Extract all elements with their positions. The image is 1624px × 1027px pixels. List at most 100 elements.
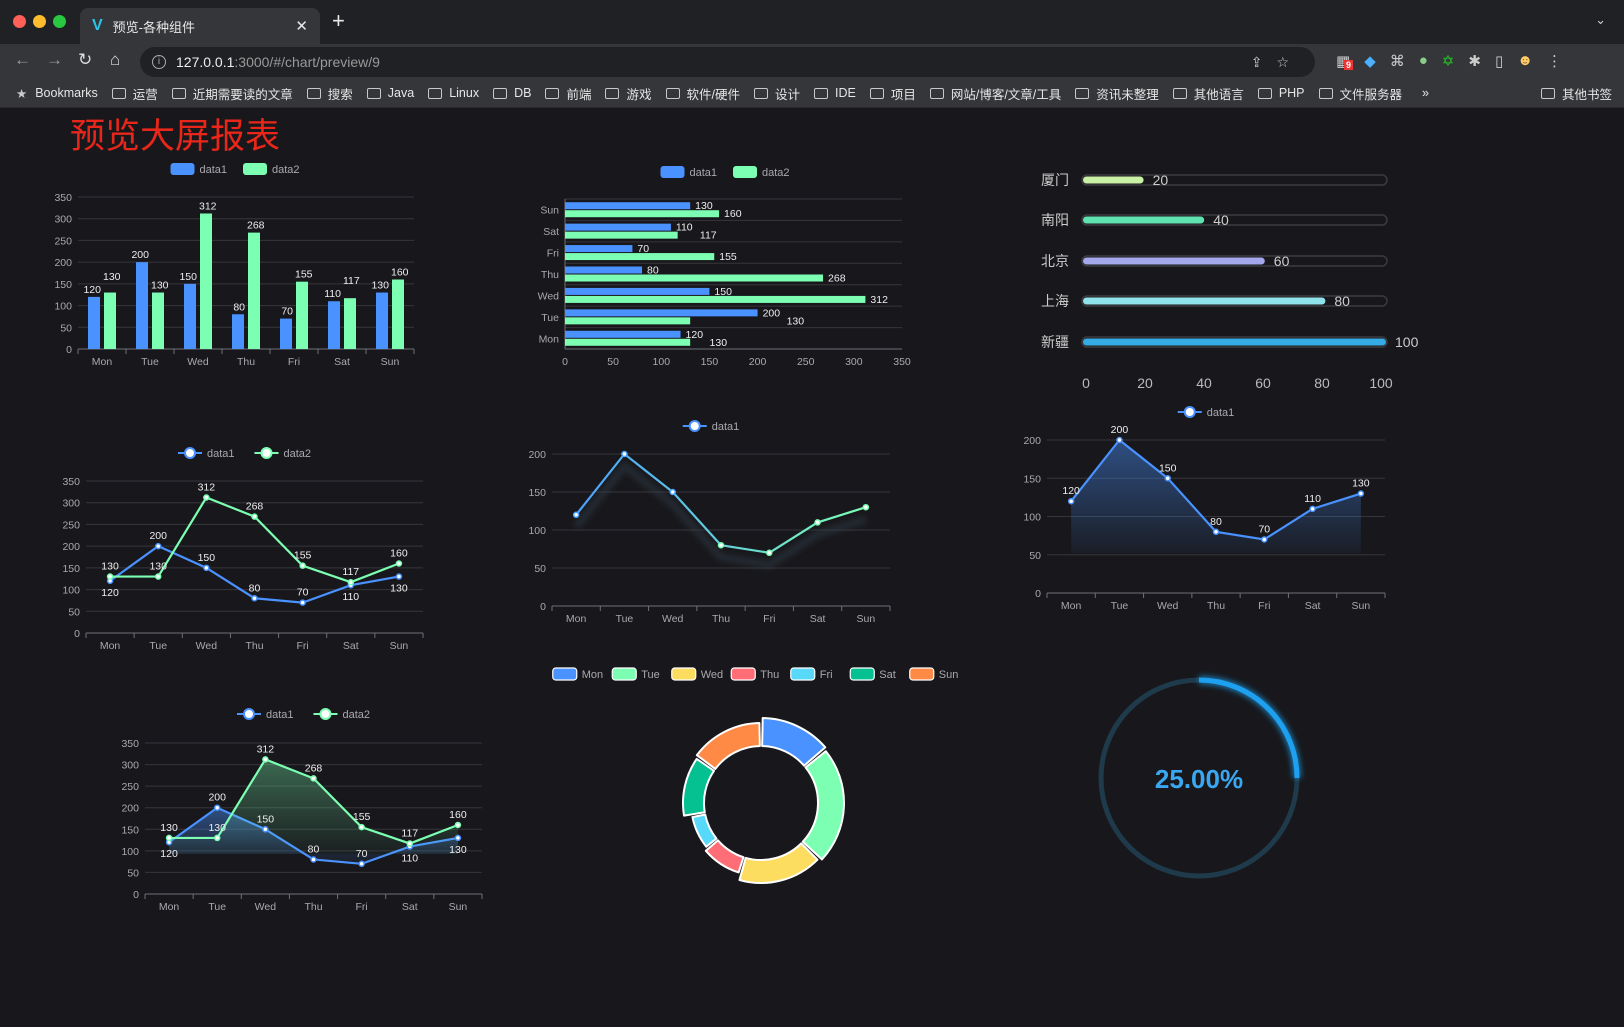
bar[interactable]: [565, 317, 691, 325]
data-point[interactable]: [621, 450, 628, 458]
bar[interactable]: [565, 274, 824, 282]
bar[interactable]: [565, 266, 643, 274]
donut-slice[interactable]: [738, 842, 819, 884]
bookmark-folder[interactable]: 文件服务器: [1318, 84, 1402, 103]
donut-slice[interactable]: [704, 839, 745, 874]
bar[interactable]: [280, 318, 292, 349]
data-point[interactable]: [262, 756, 269, 763]
bookmark-folder[interactable]: 搜索: [306, 84, 353, 103]
bookmarks-manager[interactable]: ★ Bookmarks: [16, 86, 98, 101]
data-point[interactable]: [358, 860, 365, 868]
data-point[interactable]: [395, 560, 403, 567]
forward-icon[interactable]: →: [46, 50, 63, 69]
data-point[interactable]: [454, 821, 462, 829]
data-point[interactable]: [454, 834, 462, 842]
address-bar[interactable]: i 127.0.0.1 :3000/#/chart/preview/9 ⇪☆: [140, 47, 1315, 77]
bar[interactable]: [565, 210, 720, 218]
legend-item[interactable]: data2: [313, 708, 371, 721]
bookmark-folder[interactable]: 游戏: [605, 84, 652, 103]
close-window-button[interactable]: [13, 15, 26, 28]
legend-item[interactable]: data1: [660, 166, 718, 179]
data-point[interactable]: [862, 503, 870, 511]
data-point[interactable]: [1357, 490, 1365, 497]
bar[interactable]: [152, 292, 164, 349]
progress-fill[interactable]: [1083, 297, 1326, 305]
bar[interactable]: [200, 213, 212, 349]
profile-avatar[interactable]: ☻: [1517, 52, 1534, 69]
bar[interactable]: [565, 245, 633, 253]
bookmark-folder[interactable]: 设计: [753, 84, 800, 103]
back-icon[interactable]: ←: [14, 50, 31, 69]
bar[interactable]: [565, 202, 691, 210]
bookmark-folder[interactable]: 运营: [111, 84, 158, 103]
bookmark-folder[interactable]: 前端: [545, 84, 591, 103]
bar[interactable]: [296, 281, 308, 349]
bookmark-folder[interactable]: 资讯未整理: [1075, 84, 1159, 103]
data-point[interactable]: [1261, 536, 1268, 543]
maximize-window-button[interactable]: [53, 15, 66, 28]
legend-item[interactable]: data2: [733, 166, 790, 179]
data-point[interactable]: [251, 595, 258, 602]
menu-kebab-icon[interactable]: ⋮: [1547, 53, 1563, 70]
legend-item[interactable]: Wed: [671, 667, 723, 681]
bar[interactable]: [565, 338, 691, 346]
bar[interactable]: [565, 330, 681, 338]
data-point[interactable]: [106, 573, 114, 580]
site-info-icon[interactable]: i: [152, 55, 166, 69]
data-point[interactable]: [213, 834, 221, 842]
legend-item[interactable]: data2: [254, 447, 312, 460]
bookmark-folder[interactable]: 网站/博客/文章/工具: [929, 84, 1061, 103]
legend-item[interactable]: data1: [237, 708, 294, 721]
bookmark-folder[interactable]: DB: [493, 86, 531, 100]
data-point[interactable]: [1212, 528, 1220, 536]
data-point[interactable]: [766, 549, 773, 557]
data-point[interactable]: [165, 834, 173, 842]
bar[interactable]: [376, 292, 388, 349]
minimize-window-button[interactable]: [33, 15, 46, 28]
star-extension-icon[interactable]: ✡: [1441, 53, 1455, 70]
bookmark-folder[interactable]: 其他语言: [1172, 84, 1244, 103]
bar[interactable]: [392, 279, 404, 349]
data-point[interactable]: [1067, 497, 1075, 505]
command-extension-icon[interactable]: ⌘: [1389, 53, 1405, 70]
legend-item[interactable]: Tue: [611, 667, 660, 681]
puzzle-extensions-icon[interactable]: ✱: [1468, 53, 1481, 70]
bookmark-folder[interactable]: IDE: [814, 86, 856, 100]
bar[interactable]: [88, 296, 100, 349]
bar[interactable]: [248, 232, 260, 349]
bar[interactable]: [232, 314, 244, 349]
donut-slice[interactable]: [682, 757, 715, 817]
close-tab-icon[interactable]: ✕: [295, 18, 308, 35]
bar[interactable]: [565, 287, 710, 295]
data-point[interactable]: [299, 562, 306, 569]
sidebar-icon[interactable]: ▯: [1494, 53, 1504, 70]
legend-item[interactable]: Sun: [909, 667, 959, 681]
progress-fill[interactable]: [1083, 338, 1386, 346]
tab-search-chevron-icon[interactable]: ⌄: [1595, 12, 1606, 27]
data-point[interactable]: [406, 840, 414, 847]
bar[interactable]: [328, 301, 340, 349]
data-point[interactable]: [310, 856, 317, 863]
bookmark-folder[interactable]: Linux: [428, 86, 479, 100]
bar[interactable]: [136, 262, 148, 349]
legend-item[interactable]: data1: [1177, 406, 1235, 419]
data-point[interactable]: [213, 804, 221, 811]
legend-item[interactable]: Sat: [849, 667, 896, 681]
gem-extension-icon[interactable]: ◆: [1364, 53, 1376, 70]
data-point[interactable]: [358, 823, 365, 831]
data-point[interactable]: [203, 494, 210, 501]
donut-slice[interactable]: [761, 717, 827, 767]
bookmark-folder[interactable]: PHP: [1257, 86, 1305, 100]
bar[interactable]: [565, 223, 671, 231]
data-point[interactable]: [154, 542, 162, 550]
legend-item[interactable]: data1: [170, 163, 228, 176]
data-point[interactable]: [1309, 505, 1316, 513]
bookmark-folder[interactable]: 软件/硬件: [665, 84, 740, 103]
progress-fill[interactable]: [1083, 216, 1205, 224]
data-point[interactable]: [814, 519, 821, 526]
data-point[interactable]: [572, 511, 580, 519]
data-point[interactable]: [717, 541, 725, 549]
reload-icon[interactable]: ↻: [78, 50, 93, 69]
browser-tab[interactable]: V 预览-各种组件 ✕: [80, 8, 320, 44]
data-point[interactable]: [310, 775, 317, 782]
